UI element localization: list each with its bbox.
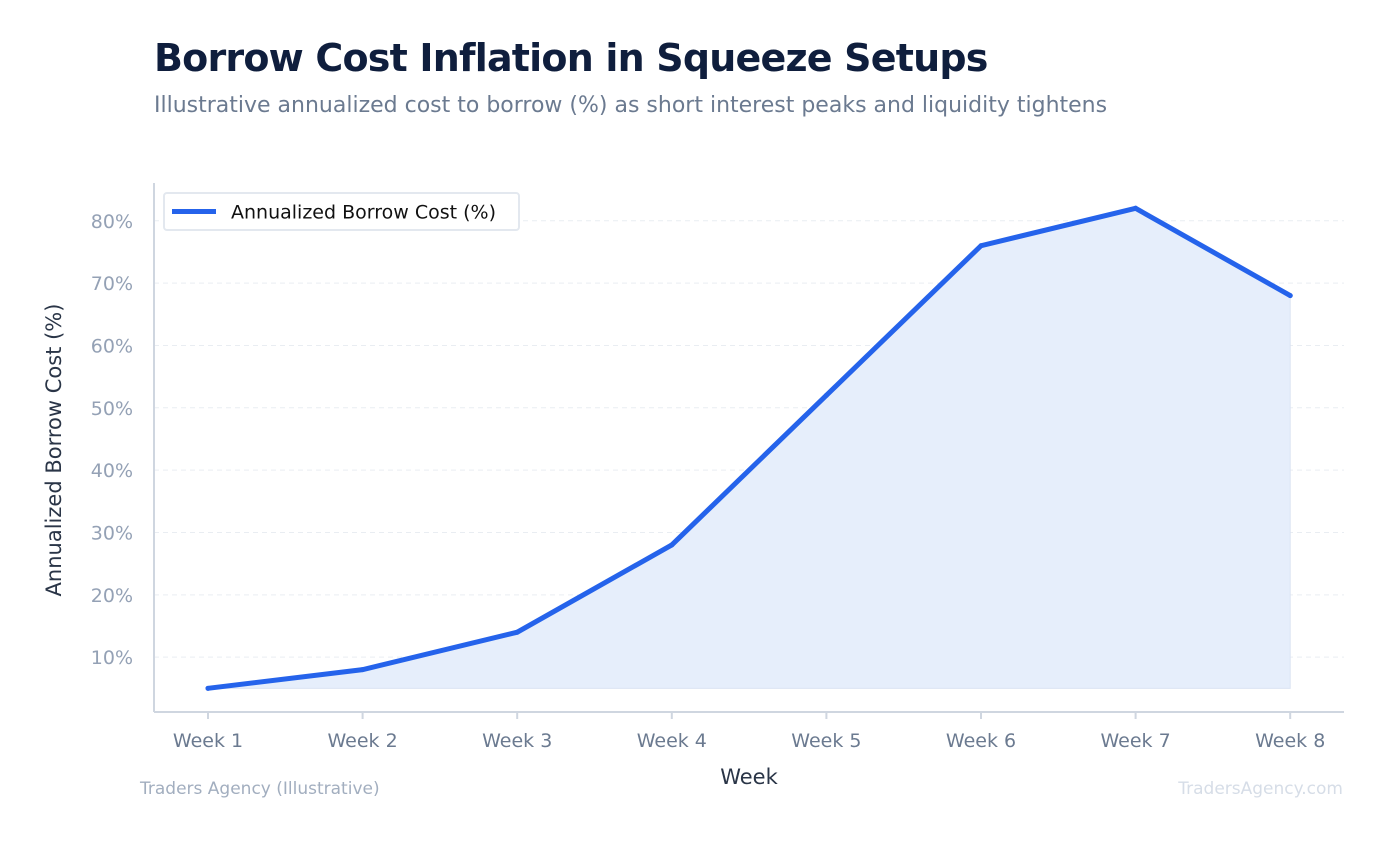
source-note: Traders Agency (Illustrative) [140, 779, 380, 799]
chart-title: Borrow Cost Inflation in Squeeze Setups [154, 36, 988, 80]
data-point [514, 629, 520, 635]
x-tick-label: Week 3 [482, 730, 552, 752]
x-tick-label: Week 2 [328, 730, 398, 752]
watermark: TradersAgency.com [1178, 779, 1343, 799]
y-tick-label: 70% [91, 273, 133, 295]
x-tick-label: Week 6 [946, 730, 1016, 752]
y-tick-label: 40% [91, 460, 133, 482]
tick-labels: 10% 20% 30% 40% 50% 60% 70% 80% Week 1 Week 2 Week… [91, 211, 1326, 752]
legend: Annualized Borrow Cost (%) [163, 192, 520, 231]
data-point [1287, 293, 1293, 299]
data-point [360, 667, 366, 673]
x-tick-label: Week 5 [791, 730, 861, 752]
data-point [205, 685, 211, 691]
area-fill-layer [207, 207, 1291, 689]
y-tick-label: 10% [91, 647, 133, 669]
chart-subtitle: Illustrative annualized cost to borrow (… [154, 93, 1108, 118]
area-fill [207, 207, 1291, 689]
x-tick-label: Week 7 [1101, 730, 1171, 752]
x-axis-title: Week [720, 765, 778, 789]
axes [153, 183, 1344, 719]
y-tick-label: 20% [91, 585, 133, 607]
x-tick-label: Week 1 [173, 730, 243, 752]
x-tick-label: Week 4 [637, 730, 707, 752]
legend-box [163, 192, 520, 231]
y-axis-title: Annualized Borrow Cost (%) [42, 304, 66, 597]
legend-label: Annualized Borrow Cost (%) [231, 202, 496, 224]
y-tick-label: 60% [91, 335, 133, 357]
y-tick-label: 30% [91, 522, 133, 544]
data-point [823, 392, 829, 398]
x-tick-label: Week 8 [1255, 730, 1325, 752]
y-tick-label: 80% [91, 211, 133, 233]
series-line [205, 205, 1293, 691]
series-line-layer [205, 205, 1293, 691]
data-point [1133, 205, 1139, 211]
y-tick-label: 50% [91, 398, 133, 420]
data-point [669, 542, 675, 548]
data-point [978, 243, 984, 249]
